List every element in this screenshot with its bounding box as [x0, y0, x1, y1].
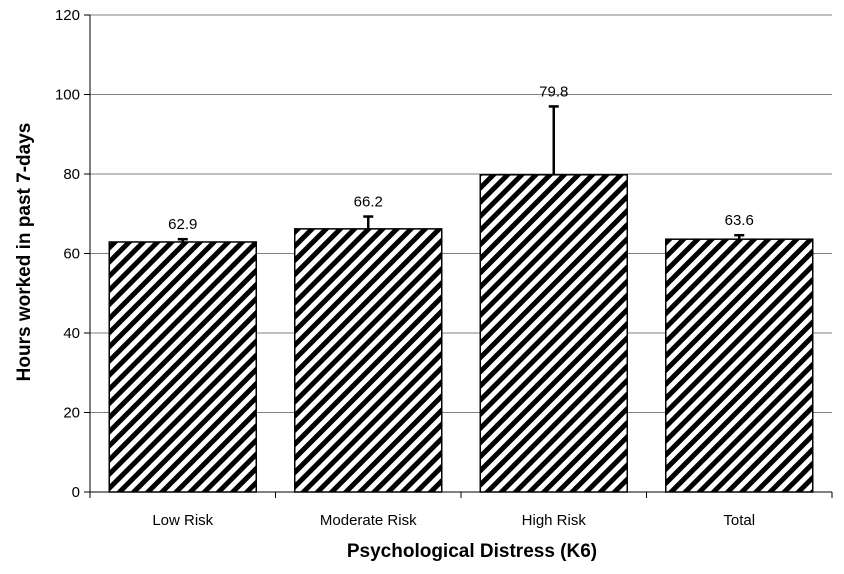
y-tick-label: 120	[55, 7, 80, 24]
data-label: 79.8	[539, 83, 568, 100]
bars: 62.9 66.2 79.8 63.6	[108, 83, 814, 493]
y-axis-title: Hours worked in past 7-days	[14, 123, 35, 382]
x-tick-label: High Risk	[522, 512, 587, 529]
y-tick-label: 20	[63, 405, 80, 422]
axes: 0 20 40 60 80 100 120 Low Risk Moderate Risk High…	[55, 7, 833, 529]
x-tick-label: Total	[723, 512, 755, 529]
x-tick-label: Moderate Risk	[320, 512, 417, 529]
data-label: 62.9	[168, 216, 197, 233]
x-axis-title: Psychological Distress (K6)	[347, 541, 597, 562]
bar-total	[665, 238, 814, 493]
bar-low-risk	[108, 241, 257, 493]
bar-moderate-risk	[294, 228, 443, 493]
y-tick-label: 80	[63, 166, 80, 183]
y-tick-label: 100	[55, 87, 80, 104]
bar-high-risk	[479, 174, 628, 493]
y-tick-label: 60	[63, 246, 80, 263]
data-label: 63.6	[725, 212, 754, 229]
y-tick-label: 0	[72, 484, 80, 501]
y-tick-label: 40	[63, 325, 80, 342]
data-label: 66.2	[354, 194, 383, 211]
x-tick-label: Low Risk	[152, 512, 213, 529]
